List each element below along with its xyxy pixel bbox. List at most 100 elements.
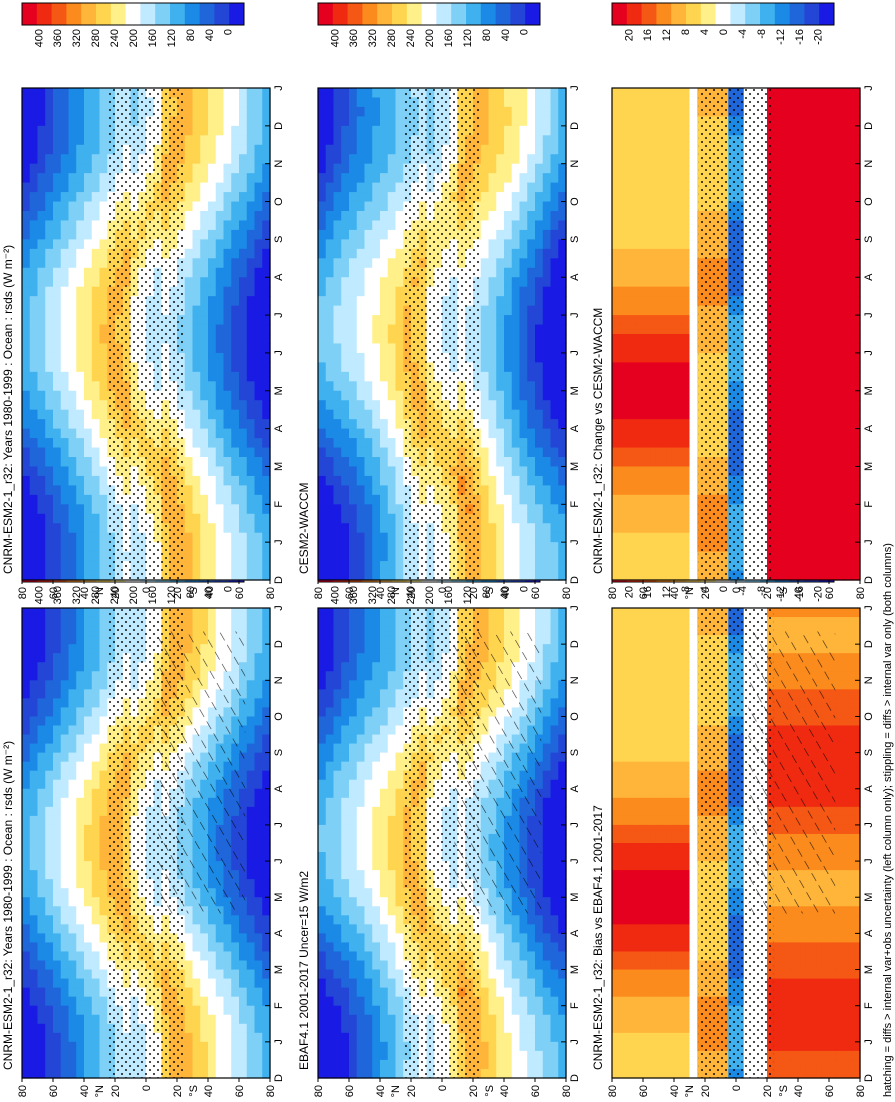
colorbar-tick-label: 200 (128, 29, 140, 47)
lat-tick-label: 40 (669, 1085, 681, 1097)
chart-panel-4: 80 60 40 20 0 20 40 60 80°N °SDJFMAMJJASONDJCNRM-… (591, 559, 875, 1097)
lat-tick-label: 60 (344, 1085, 356, 1097)
colorbar-tick-label: 320 (367, 586, 379, 604)
month-tick-label: M (863, 462, 875, 471)
month-tick-label: J (569, 1039, 581, 1045)
colorbar-tick-label: 280 (90, 586, 102, 604)
colorbar-tick-label: 160 (147, 586, 159, 604)
colorbar-tick-label: 160 (147, 29, 159, 47)
month-tick-label: F (863, 501, 875, 508)
lat-tick-label: 0 (437, 587, 449, 593)
colorbar-tick-label: 20 (623, 29, 635, 41)
lat-tick-label: 80 (17, 587, 29, 599)
month-tick-label: D (863, 1074, 875, 1082)
lat-tick-label: 60 (638, 1085, 650, 1097)
month-tick-label: M (863, 386, 875, 395)
colorbar-tick-label: 320 (71, 29, 83, 47)
month-tick-label: J (863, 312, 875, 318)
colorbar-tick-label: 240 (109, 29, 121, 47)
month-tick-label: O (273, 712, 285, 721)
lat-tick-label: 80 (561, 1085, 573, 1097)
lat-tick-label: 80 (265, 587, 277, 599)
colorbar-tick-label: 120 (166, 586, 178, 604)
colorbar-tick-label: 160 (443, 586, 455, 604)
month-tick-label: M (569, 893, 581, 902)
month-tick-label: J (863, 85, 875, 91)
month-tick-label: J (273, 350, 285, 356)
month-tick-label: J (273, 1039, 285, 1045)
colorbar-tick-label: 40 (204, 586, 216, 598)
colorbar-tick-label: 280 (90, 29, 102, 47)
panel-title: CNRM-ESM2-1_r32: Bias vs EBAF4.1 2001-20… (591, 805, 605, 1070)
lat-tick-label: 0 (141, 1085, 153, 1091)
month-tick-label: N (273, 676, 285, 684)
stippling (404, 88, 480, 580)
lat-tick-label: 20 (406, 587, 418, 599)
colorbar-tick-label: 80 (185, 586, 197, 598)
month-tick-label: D (273, 122, 285, 130)
month-tick-label: J (273, 312, 285, 318)
lat-tick-label: 20 (110, 1085, 122, 1097)
month-tick-label: S (569, 236, 581, 243)
stippling (698, 88, 774, 580)
month-tick-label: D (863, 640, 875, 648)
lat-tick-label: 80 (265, 1085, 277, 1097)
lat-tick-label: 60 (530, 1085, 542, 1097)
month-tick-label: M (569, 965, 581, 974)
month-tick-label: N (863, 160, 875, 168)
colorbar-tick-label: 120 (166, 29, 178, 47)
month-tick-label: O (863, 712, 875, 721)
lat-tick-label: 20 (468, 1085, 480, 1097)
lat-tick-label: 20 (172, 587, 184, 599)
colorbar-tick-label: -4 (737, 586, 749, 596)
month-tick-label: O (273, 197, 285, 206)
lat-tick-label: 60 (824, 1085, 836, 1097)
month-tick-label: O (863, 197, 875, 206)
month-tick-label: J (863, 858, 875, 864)
lat-tick-label: 40 (79, 1085, 91, 1097)
colorbar-tick-label: -8 (756, 586, 768, 596)
colorbar: 400 360 320 280 240 200 160 120 80 40 0 (21, 2, 245, 47)
colorbar-tick-label: 200 (424, 29, 436, 47)
colorbar-tick-label: 360 (348, 586, 360, 604)
month-tick-label: J (569, 539, 581, 545)
month-tick-label: D (569, 122, 581, 130)
month-tick-label: M (569, 462, 581, 471)
lat-tick-label: 0 (141, 587, 153, 593)
colorbar-tick-label: 12 (661, 586, 673, 598)
panel-title: CESM2-WACCM (297, 482, 311, 574)
colorbar-tick-label: 280 (386, 29, 398, 47)
colorbar-tick-label: 80 (481, 29, 493, 41)
lat-tick-label: 60 (48, 587, 60, 599)
colorbar: 20 16 12 8 4 0 -4 -8 -12 -16 -20 (611, 2, 835, 45)
colorbar-tick-label: 160 (443, 29, 455, 47)
month-tick-label: A (863, 273, 875, 281)
colorbar-tick-label: -8 (756, 29, 768, 39)
month-tick-label: M (273, 462, 285, 471)
month-tick-label: J (569, 858, 581, 864)
month-tick-label: J (273, 822, 285, 828)
stippling (108, 88, 184, 580)
colorbar-tick-label: -20 (813, 586, 825, 602)
month-tick-label: M (863, 893, 875, 902)
lat-tick-label: 20 (762, 1085, 774, 1097)
month-tick-label: J (273, 605, 285, 611)
month-tick-label: J (863, 539, 875, 545)
colorbar-tick-label: 0 (718, 586, 730, 592)
month-tick-label: O (569, 197, 581, 206)
month-tick-label: S (273, 236, 285, 243)
month-tick-label: M (569, 386, 581, 395)
colorbar-tick-label: 360 (52, 586, 64, 604)
colorbar-tick-label: -12 (775, 586, 787, 602)
colorbar-tick-label: 12 (661, 29, 673, 41)
month-tick-label: N (569, 160, 581, 168)
lat-tick-label: 60 (638, 587, 650, 599)
colorbar-tick-label: 40 (500, 586, 512, 598)
colorbar-tick-label: 80 (185, 29, 197, 41)
panel-title: CNRM-ESM2-1_r32: Change vs CESM2-WACCM (591, 308, 605, 574)
chart-panel-0: 80 60 40 20 0 20 40 60 80°N °SDJFMAMJJASONDJCNRM-… (1, 559, 285, 1097)
month-tick-label: J (569, 312, 581, 318)
lat-tick-label: 20 (468, 587, 480, 599)
colorbar-tick-label: 240 (405, 29, 417, 47)
